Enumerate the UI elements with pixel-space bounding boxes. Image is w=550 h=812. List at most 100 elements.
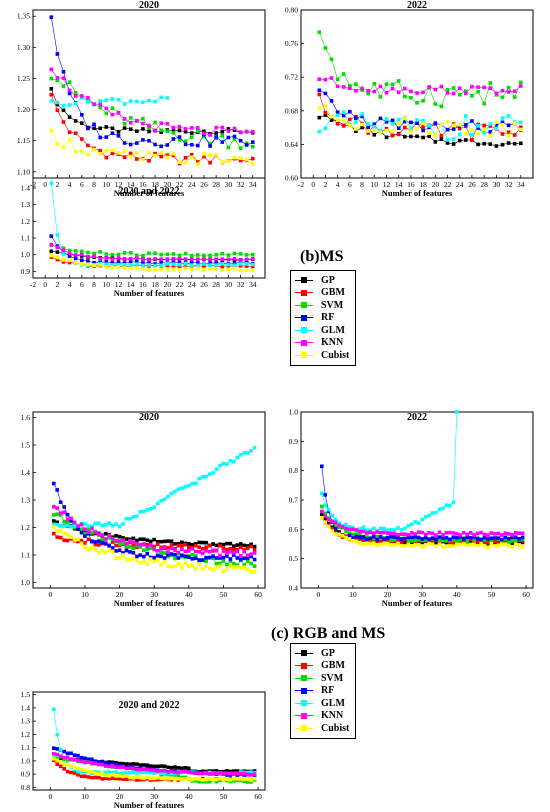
data-point-knn	[177, 256, 182, 261]
data-point-rf	[141, 138, 145, 142]
data-point-cubist	[61, 145, 66, 150]
data-point-glm	[58, 524, 63, 528]
data-point-gp	[49, 249, 54, 254]
data-point-svm	[220, 251, 225, 256]
data-point-cubist	[183, 561, 188, 566]
data-point-cubist	[389, 543, 393, 547]
data-point-cubist	[107, 548, 111, 553]
data-point-gp	[190, 542, 195, 547]
data-point-gp	[155, 764, 160, 769]
data-point-knn	[354, 89, 358, 93]
data-point-glm	[421, 118, 425, 123]
data-point-cubist	[232, 266, 237, 271]
data-point-rf	[214, 261, 218, 265]
data-point-knn	[165, 257, 170, 262]
data-point-rf	[390, 118, 395, 123]
data-point-rf	[406, 535, 411, 539]
legend-item: GBM	[295, 287, 349, 300]
data-point-knn	[104, 106, 109, 111]
data-point-glm	[232, 459, 236, 464]
data-point-rf	[494, 123, 499, 128]
data-point-svm	[348, 84, 352, 88]
data-point-rf	[389, 535, 393, 539]
data-point-knn	[69, 757, 73, 761]
y-tick-label: 1.30	[17, 43, 30, 52]
data-point-svm	[110, 252, 115, 257]
data-point-svm	[165, 252, 170, 257]
y-tick-label: 1.1	[21, 551, 31, 560]
data-point-cubist	[204, 777, 208, 782]
data-point-cubist	[392, 543, 397, 547]
legend-swatch	[295, 649, 313, 657]
data-point-cubist	[214, 777, 219, 782]
data-point-svm	[476, 89, 480, 94]
data-point-knn	[98, 256, 102, 261]
data-point-gp	[372, 133, 377, 137]
data-point-svm	[190, 552, 195, 557]
data-point-cubist	[171, 267, 176, 271]
data-point-cubist	[226, 159, 231, 163]
data-point-rf	[90, 757, 94, 762]
data-point-svm	[513, 538, 518, 542]
data-point-knn	[86, 530, 91, 534]
data-point-knn	[441, 533, 445, 537]
data-point-gbm	[103, 776, 108, 780]
y-tick-label: 0.9	[289, 437, 299, 446]
y-tick-label: 1.4	[21, 468, 31, 477]
data-point-knn	[493, 532, 497, 536]
data-point-rf	[448, 537, 452, 542]
data-point-cubist	[416, 543, 421, 547]
data-point-knn	[193, 770, 198, 775]
data-point-gp	[147, 129, 151, 134]
legend-swatch	[295, 662, 313, 670]
data-point-gbm	[204, 545, 208, 549]
data-point-glm	[347, 525, 352, 529]
legend-label: SVM	[321, 299, 344, 311]
data-point-cubist	[507, 544, 511, 548]
legend-swatch	[295, 314, 313, 322]
data-point-knn	[142, 542, 146, 547]
data-point-gbm	[135, 778, 139, 782]
series-line-cubist	[319, 105, 522, 137]
data-point-svm	[122, 122, 127, 126]
data-point-glm	[52, 522, 56, 527]
data-point-rf	[232, 134, 237, 139]
data-point-rf	[122, 141, 127, 145]
data-point-glm	[55, 100, 60, 105]
data-point-cubist	[503, 542, 508, 546]
data-point-gbm	[244, 264, 249, 268]
data-point-cubist	[165, 155, 170, 160]
data-point-svm	[228, 559, 233, 563]
chart-title: 2022	[407, 412, 427, 423]
data-point-svm	[196, 253, 200, 257]
data-point-cubist	[348, 124, 352, 128]
legend-swatch	[295, 674, 313, 682]
data-point-gbm	[55, 535, 59, 539]
data-point-gbm	[97, 775, 101, 780]
data-point-knn	[142, 767, 146, 772]
legend-item: GP	[295, 274, 349, 287]
data-point-gbm	[165, 264, 170, 268]
data-point-rf	[55, 52, 60, 56]
data-point-cubist	[200, 778, 205, 782]
y-tick-label: 0.7	[289, 496, 299, 505]
data-point-svm	[128, 116, 133, 120]
data-point-rf	[159, 144, 163, 149]
x-tick-label: 10	[103, 180, 111, 189]
x-tick-label: 16	[139, 280, 147, 289]
data-point-cubist	[344, 535, 348, 540]
data-point-knn	[65, 517, 70, 522]
data-point-cubist	[252, 570, 257, 574]
data-point-cubist	[500, 123, 505, 127]
data-point-glm	[382, 526, 386, 531]
data-point-svm	[124, 544, 129, 549]
data-point-rf	[347, 533, 352, 538]
data-point-cubist	[512, 121, 517, 126]
data-point-rf	[517, 537, 521, 541]
data-point-svm	[242, 562, 246, 567]
data-point-knn	[451, 91, 456, 96]
data-point-glm	[62, 524, 66, 528]
data-point-svm	[465, 539, 469, 543]
data-point-svm	[92, 251, 96, 256]
data-point-cubist	[242, 565, 246, 570]
